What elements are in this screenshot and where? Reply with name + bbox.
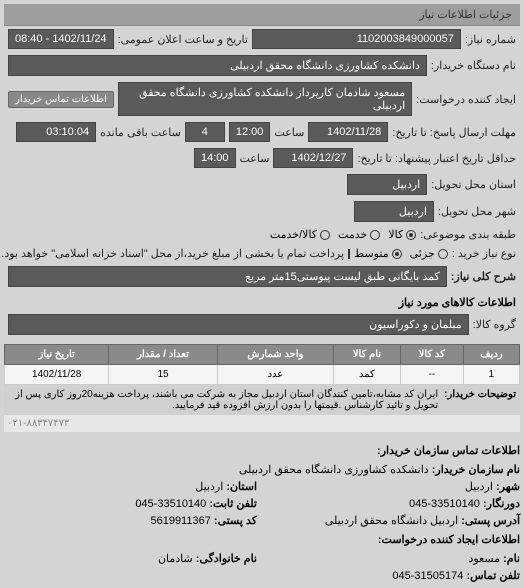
- delivery-state-field: اردبیل: [347, 174, 427, 195]
- contact-addr: اردبیل دانشگاه محقق اردبیلی: [325, 515, 458, 527]
- radio-low-label: جزئی: [410, 247, 435, 260]
- creator-label: ایجاد کننده درخواست:: [416, 93, 516, 106]
- org-label: نام دستگاه خریدار:: [431, 59, 516, 72]
- watermark: ۰۲۱-۸۸۳۴۷۴۷۳: [4, 415, 520, 432]
- desc-field: کمد بایگانی طبق لیست پیوستی15متر مربع: [8, 266, 447, 287]
- td-unit: عدد: [217, 365, 333, 385]
- contact-org: دانشکده کشاورزی دانشگاه محقق اردبیلی: [239, 464, 429, 476]
- group-field: مبلمان و دکوراسیون: [8, 314, 469, 335]
- radio-service-label: خدمت: [338, 228, 367, 241]
- contact-city-label: شهر:: [496, 481, 520, 493]
- contact-phone-label: تلفن ثابت:: [209, 498, 257, 510]
- contact-post: 5619911367: [150, 515, 210, 527]
- request-num-label: شماره نیاز:: [465, 33, 516, 46]
- contact-mobile: 31505174-045: [392, 570, 463, 582]
- package-label: طبقه بندی موضوعی:: [420, 228, 516, 241]
- deadline-time-field: 12:00: [229, 122, 271, 142]
- remain-field: 03:10:04: [16, 122, 96, 142]
- buyer-note: توضیحات خریدار: ایران کد مشابه،تامین کنن…: [4, 385, 520, 415]
- contact-org-label: نام سازمان خریدار:: [432, 464, 520, 476]
- remain-label: ساعت باقی مانده: [100, 126, 181, 139]
- note-label: توضیحات خریدار:: [444, 389, 516, 411]
- contact-post-label: کد پستی:: [214, 515, 257, 527]
- radio-goods-service-label: کالا/خدمت: [270, 228, 317, 241]
- contact-header: اطلاعات تماس سازمان خریدار:: [4, 440, 520, 461]
- td-name: کمد: [334, 365, 401, 385]
- radio-service-icon: [370, 230, 380, 240]
- td-qty: 15: [109, 365, 218, 385]
- announce-label: تاریخ و ساعت اعلان عمومی:: [118, 33, 248, 46]
- td-row: 1: [463, 365, 519, 385]
- th-name: نام کالا: [334, 345, 401, 365]
- min-date-field: 1402/12/27: [273, 148, 353, 168]
- th-unit: واحد شمارش: [217, 345, 333, 365]
- td-date: 1402/11/28: [5, 365, 109, 385]
- delivery-city-field: اردبیل: [354, 201, 434, 222]
- contact-mobile-label: تلفن تماس:: [466, 570, 520, 582]
- contact-family-label: نام خانوادگی:: [196, 553, 257, 565]
- radio-low[interactable]: جزئی: [410, 247, 448, 260]
- contact-family: شادمان: [158, 553, 193, 565]
- radio-service[interactable]: خدمت: [338, 228, 380, 241]
- min-time-field: 14:00: [194, 148, 236, 168]
- deadline-time-label: ساعت: [274, 126, 304, 139]
- contact-name-label: نام:: [503, 553, 520, 565]
- days-field: 4: [185, 122, 225, 142]
- delivery-city-label: شهر محل تحویل:: [438, 205, 516, 218]
- announce-field: 1402/11/24 - 08:40: [8, 29, 114, 49]
- radio-goods-label: کالا: [388, 228, 403, 241]
- deadline-label: مهلت ارسال پاسخ: تا تاریخ:: [392, 126, 516, 139]
- contact-phone: 33510140-045: [135, 498, 206, 510]
- table-row: 1 -- کمد عدد 15 1402/11/28: [5, 365, 520, 385]
- contact-fax-label: دورنگار:: [483, 498, 520, 510]
- radio-mid-icon: [392, 249, 402, 259]
- group-label: گروه کالا:: [473, 318, 516, 331]
- delivery-state-label: استان محل تحویل:: [431, 178, 516, 191]
- td-code: --: [400, 365, 463, 385]
- note-text: ایران کد مشابه،تامین کنندگان استان اردبی…: [8, 389, 438, 411]
- radio-goods-icon: [406, 230, 416, 240]
- th-date: تاریخ نیاز: [5, 345, 109, 365]
- th-qty: تعداد / مقدار: [109, 345, 218, 365]
- min-date-label: حداقل تاریخ اعتبار پیشنهاد: تا تاریخ:: [357, 152, 516, 165]
- min-time-label: ساعت: [240, 152, 270, 165]
- contact-city: اردبیل: [465, 481, 493, 493]
- contact-info-button[interactable]: اطلاعات تماس خریدار: [8, 91, 114, 108]
- treasury-checkbox[interactable]: [348, 249, 350, 259]
- radio-mid[interactable]: متوسط: [354, 247, 402, 260]
- desc-label: شرح کلی نیاز:: [451, 270, 516, 283]
- request-num-field: 1102003849000057: [252, 29, 461, 49]
- th-row: ردیف: [463, 345, 519, 365]
- checkbox-text: پرداخت تمام یا بخشی از مبلغ خرید،از محل …: [1, 247, 344, 260]
- radio-low-icon: [438, 249, 448, 259]
- page-header: جزئیات اطلاعات نیاز: [4, 4, 520, 26]
- goods-table: ردیف کد کالا نام کالا واحد شمارش تعداد /…: [4, 344, 520, 385]
- contact-name: مسعود: [468, 553, 500, 565]
- radio-goods-service-icon: [320, 230, 330, 240]
- contact-fax: 33510140-045: [409, 498, 480, 510]
- contact-addr-label: آدرس پستی:: [461, 515, 520, 527]
- radio-goods-service[interactable]: کالا/خدمت: [270, 228, 330, 241]
- th-code: کد کالا: [400, 345, 463, 365]
- creator-field: مسعود شادمان کارپرداز دانشکده کشاورزی دا…: [118, 82, 412, 116]
- radio-mid-label: متوسط: [354, 247, 389, 260]
- creator-header: اطلاعات ایجاد کننده درخواست:: [4, 529, 520, 550]
- goods-section-label: اطلاعات کالاهای مورد نیاز: [4, 290, 520, 311]
- deadline-date-field: 1402/11/28: [308, 122, 388, 142]
- contact-state-label: استان:: [226, 481, 257, 493]
- radio-goods[interactable]: کالا: [388, 228, 416, 241]
- priority-label: نوع نیاز خرید :: [452, 247, 516, 260]
- org-field: دانشکده کشاورزی دانشگاه محقق اردبیلی: [8, 55, 427, 76]
- contact-state: اردبیل: [195, 481, 223, 493]
